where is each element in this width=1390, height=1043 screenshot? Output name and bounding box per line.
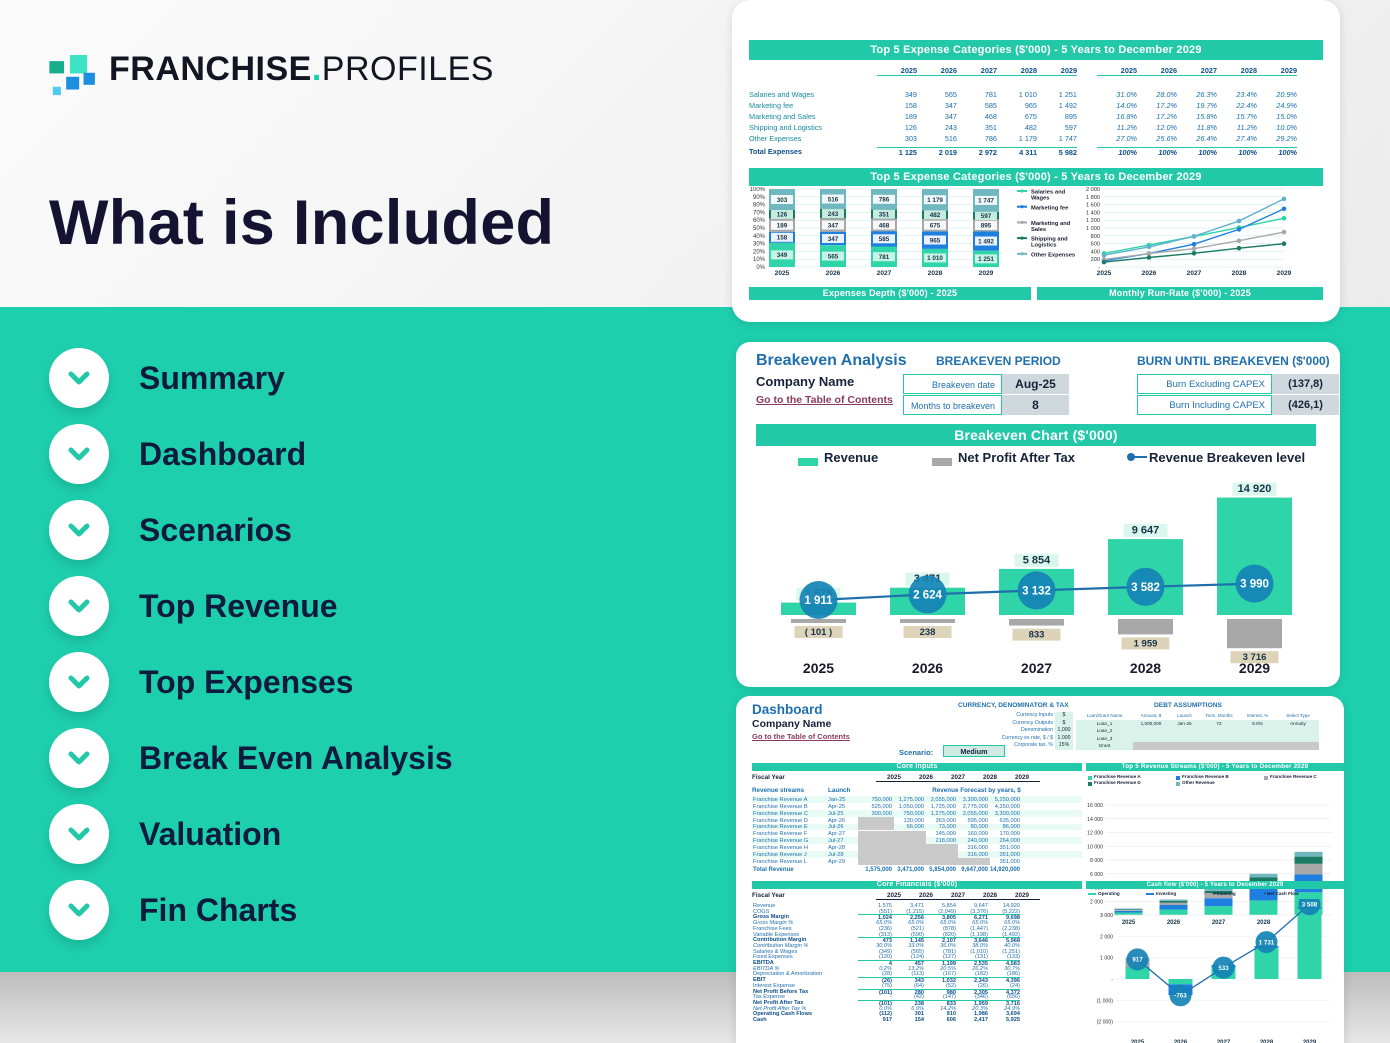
svg-text:70%: 70% xyxy=(753,210,766,216)
svg-text:2 000: 2 000 xyxy=(1100,934,1113,940)
svg-text:1 600: 1 600 xyxy=(1086,203,1100,209)
svg-text:2 624: 2 624 xyxy=(913,589,942,601)
svg-text:6 000: 6 000 xyxy=(1090,872,1103,878)
svg-text:347: 347 xyxy=(828,222,839,229)
svg-text:1 400: 1 400 xyxy=(1086,210,1100,216)
svg-text:533: 533 xyxy=(1218,965,1229,972)
svg-text:243: 243 xyxy=(828,211,839,218)
svg-text:10 000: 10 000 xyxy=(1087,845,1103,851)
svg-text:833: 833 xyxy=(1029,630,1045,641)
svg-text:2028: 2028 xyxy=(1130,660,1161,676)
svg-text:158: 158 xyxy=(777,235,788,242)
svg-text:2029: 2029 xyxy=(1239,660,1270,676)
svg-text:516: 516 xyxy=(828,196,839,203)
svg-text:2026: 2026 xyxy=(1142,270,1157,277)
svg-text:3 132: 3 132 xyxy=(1022,585,1051,597)
svg-text:917: 917 xyxy=(1132,957,1143,964)
svg-text:50%: 50% xyxy=(753,226,766,232)
svg-text:5 854: 5 854 xyxy=(1023,554,1051,566)
svg-text:Other Expenses: Other Expenses xyxy=(1031,252,1075,258)
svg-text:2026: 2026 xyxy=(912,660,943,676)
svg-text:1 000: 1 000 xyxy=(1086,226,1100,232)
svg-text:Sales: Sales xyxy=(1031,227,1046,233)
svg-text:3 990: 3 990 xyxy=(1240,579,1269,591)
svg-text:1 911: 1 911 xyxy=(804,595,833,607)
svg-text:12 000: 12 000 xyxy=(1087,831,1103,837)
svg-text:10%: 10% xyxy=(753,257,766,263)
svg-text:2029: 2029 xyxy=(979,270,994,277)
svg-text:1 000: 1 000 xyxy=(1100,956,1113,962)
svg-text:Wages: Wages xyxy=(1031,196,1049,202)
svg-text:3 582: 3 582 xyxy=(1131,582,1160,594)
svg-text:303: 303 xyxy=(777,197,788,204)
svg-text:781: 781 xyxy=(879,254,890,261)
svg-text:200: 200 xyxy=(1091,257,1100,263)
svg-text:1 959: 1 959 xyxy=(1134,638,1158,649)
svg-text:2028: 2028 xyxy=(928,270,943,277)
svg-text:1 179: 1 179 xyxy=(927,197,943,204)
svg-text:40%: 40% xyxy=(753,234,766,240)
svg-text:1 251: 1 251 xyxy=(978,256,994,263)
svg-text:14 000: 14 000 xyxy=(1087,817,1103,823)
svg-text:-763: -763 xyxy=(1174,993,1187,1000)
svg-text:482: 482 xyxy=(930,212,941,219)
svg-text:(1 000): (1 000) xyxy=(1097,998,1114,1004)
svg-text:351: 351 xyxy=(879,212,890,219)
svg-text:( 101 ): ( 101 ) xyxy=(805,627,832,638)
svg-text:(2 000): (2 000) xyxy=(1097,1020,1114,1026)
svg-text:565: 565 xyxy=(828,253,839,260)
svg-text:8 000: 8 000 xyxy=(1090,858,1103,864)
svg-text:349: 349 xyxy=(777,252,788,259)
svg-text:3 000: 3 000 xyxy=(1100,913,1113,919)
svg-text:Marketing fee: Marketing fee xyxy=(1031,205,1069,211)
svg-text:965: 965 xyxy=(930,237,941,244)
svg-text:1 800: 1 800 xyxy=(1086,195,1100,201)
svg-text:1 492: 1 492 xyxy=(978,238,994,245)
svg-text:16 000: 16 000 xyxy=(1087,803,1103,809)
svg-text:Logistics: Logistics xyxy=(1031,243,1056,249)
svg-text:468: 468 xyxy=(879,222,890,229)
svg-text:3 508: 3 508 xyxy=(1302,902,1318,909)
svg-text:347: 347 xyxy=(828,236,839,243)
svg-text:585: 585 xyxy=(879,236,890,243)
svg-text:60%: 60% xyxy=(753,218,766,224)
svg-text:2027: 2027 xyxy=(1021,660,1052,676)
svg-text:90%: 90% xyxy=(753,195,766,201)
svg-text:189: 189 xyxy=(777,223,788,230)
svg-text:126: 126 xyxy=(777,212,788,219)
svg-text:1 731: 1 731 xyxy=(1259,939,1275,946)
svg-text:1 747: 1 747 xyxy=(978,198,994,205)
svg-text:2025: 2025 xyxy=(775,270,790,277)
svg-text:786: 786 xyxy=(879,197,890,204)
svg-text:9 647: 9 647 xyxy=(1132,525,1160,537)
svg-text:600: 600 xyxy=(1091,242,1100,248)
svg-text:20%: 20% xyxy=(753,249,766,255)
svg-text:895: 895 xyxy=(981,223,992,230)
svg-text:400: 400 xyxy=(1091,249,1100,255)
svg-text:2025: 2025 xyxy=(1097,270,1112,277)
svg-text:1 010: 1 010 xyxy=(927,255,943,262)
svg-text:800: 800 xyxy=(1091,234,1100,240)
svg-text:30%: 30% xyxy=(753,242,766,248)
svg-text:80%: 80% xyxy=(753,203,766,209)
svg-text:2028: 2028 xyxy=(1232,270,1247,277)
svg-text:2027: 2027 xyxy=(877,270,892,277)
svg-text:2025: 2025 xyxy=(803,660,834,676)
svg-text:1 200: 1 200 xyxy=(1086,218,1100,224)
svg-text:2 000: 2 000 xyxy=(1086,187,1100,193)
svg-text:675: 675 xyxy=(930,223,941,230)
svg-text:100%: 100% xyxy=(750,187,766,193)
svg-text:-: - xyxy=(1111,977,1113,983)
svg-text:2026: 2026 xyxy=(826,270,841,277)
svg-text:0%: 0% xyxy=(756,265,765,271)
svg-text:2029: 2029 xyxy=(1277,270,1292,277)
svg-text:597: 597 xyxy=(981,213,992,220)
svg-text:14 920: 14 920 xyxy=(1238,483,1272,495)
svg-text:2027: 2027 xyxy=(1187,270,1202,277)
svg-text:238: 238 xyxy=(920,627,936,638)
